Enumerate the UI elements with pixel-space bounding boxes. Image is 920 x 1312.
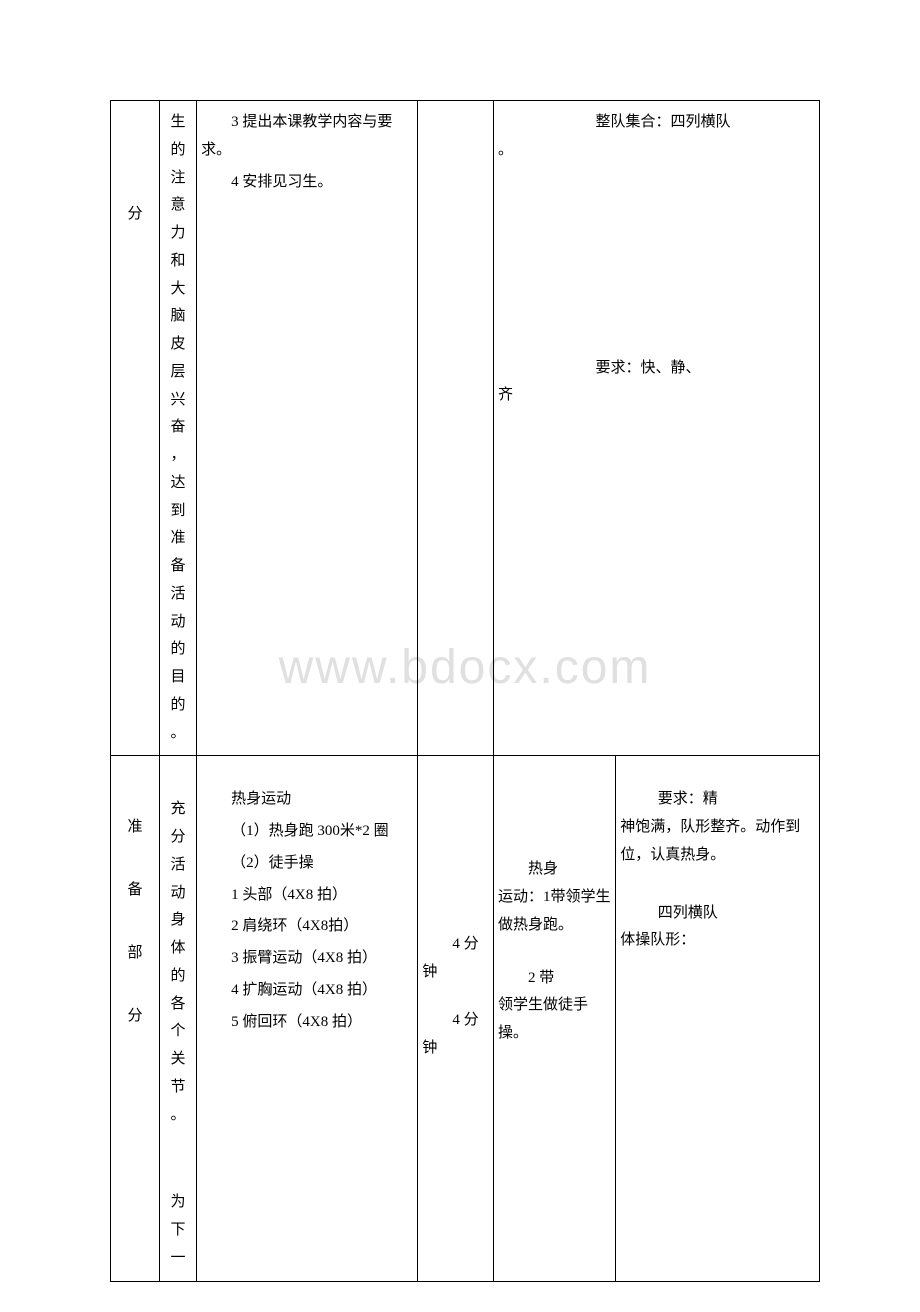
- org-para-tail: 齐: [498, 382, 815, 410]
- activity-para: 2 带: [498, 965, 611, 993]
- org-para: 要求：快、静、: [498, 355, 815, 383]
- section-label: 分: [127, 206, 142, 222]
- section-label-cell: 分: [111, 101, 160, 756]
- content-para: 3 振臂运动（4X8 拍）: [201, 945, 413, 973]
- objective-text-1: 充分活动身体的各个关节。: [171, 796, 186, 1129]
- time-para-tail: 钟: [422, 959, 489, 987]
- objective-cell: 生的注意力和大脑皮层兴奋，达到准备活动的目的。: [159, 101, 196, 756]
- req-para-rest: 神饱满，队形整齐。动作到位，认真热身。: [620, 814, 815, 870]
- table-row: 分 生的注意力和大脑皮层兴奋，达到准备活动的目的。 3 提出本课教学内容与要求。…: [111, 101, 820, 756]
- objective-text-2: 为下一: [171, 1189, 186, 1272]
- section-char: 部: [113, 922, 157, 985]
- req-para-rest: 体操队形：: [620, 927, 815, 955]
- lesson-plan-table: 分 生的注意力和大脑皮层兴奋，达到准备活动的目的。 3 提出本课教学内容与要求。…: [110, 100, 820, 1282]
- section-label-cell: 准 备 部 分: [111, 756, 160, 1281]
- content-para: 3 提出本课教学内容与要求。: [201, 109, 413, 165]
- time-para: 4 分: [422, 931, 489, 959]
- activity-para-rest: 领学生做徒手操。: [498, 992, 611, 1048]
- teacher-activity-cell: 热身 运动：1带领学生做热身跑。 2 带 领学生做徒手操。: [494, 756, 616, 1281]
- req-para: 四列横队: [620, 900, 815, 928]
- content-para: 2 肩绕环（4X8拍）: [201, 913, 413, 941]
- content-para: （1）热身跑 300米*2 圈: [201, 818, 413, 846]
- section-char: 备: [113, 859, 157, 922]
- table-row: 准 备 部 分 充分活动身体的各个关节。 为下一 热身运动 （1）热身跑 300…: [111, 756, 820, 1281]
- content-para: （2）徒手操: [201, 850, 413, 878]
- time-para-tail: 钟: [422, 1035, 489, 1063]
- activity-para: 热身: [498, 856, 611, 884]
- time-cell: 4 分 钟 4 分 钟: [418, 756, 494, 1281]
- content-para: 1 头部（4X8 拍）: [201, 882, 413, 910]
- content-cell: 热身运动 （1）热身跑 300米*2 圈 （2）徒手操 1 头部（4X8 拍） …: [197, 756, 418, 1281]
- content-para: 5 俯回环（4X8 拍）: [201, 1009, 413, 1037]
- organization-cell: 整队集合：四列横队 。 要求：快、静、 齐: [494, 101, 820, 756]
- time-para: 4 分: [422, 1007, 489, 1035]
- section-char: 分: [113, 985, 157, 1048]
- org-para: 整队集合：四列横队: [498, 109, 815, 137]
- content-para: 热身运动: [201, 786, 413, 814]
- content-para: 4 扩胸运动（4X8 拍）: [201, 977, 413, 1005]
- req-para: 要求：精: [620, 786, 815, 814]
- content-para: 4 安排见习生。: [201, 169, 413, 197]
- section-char: 准: [113, 796, 157, 859]
- requirement-cell: 要求：精 神饱满，队形整齐。动作到位，认真热身。 四列横队 体操队形：: [616, 756, 820, 1281]
- content-cell: 3 提出本课教学内容与要求。 4 安排见习生。: [197, 101, 418, 756]
- time-cell: [418, 101, 494, 756]
- objective-cell: 充分活动身体的各个关节。 为下一: [159, 756, 196, 1281]
- objective-text: 生的注意力和大脑皮层兴奋，达到准备活动的目的。: [171, 109, 186, 747]
- document-page: www.bdocx.com 分 生的注意力和大脑皮层兴奋，达到准备活动的目的。 …: [110, 100, 820, 1282]
- activity-para-rest: 运动：1带领学生做热身跑。: [498, 884, 611, 940]
- org-para-tail: 。: [498, 137, 815, 165]
